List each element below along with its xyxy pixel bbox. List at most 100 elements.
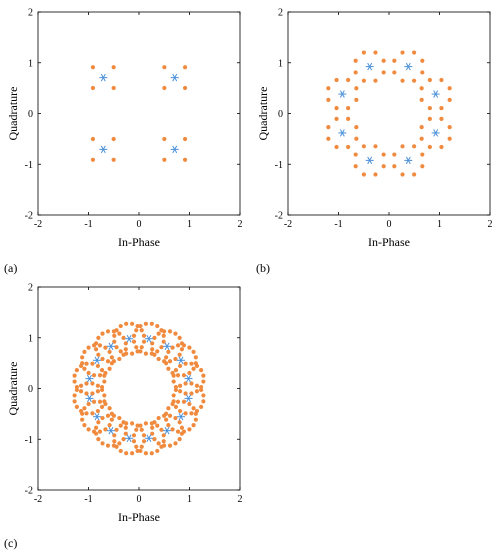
satellite-point: [400, 144, 405, 149]
center-star-point: [93, 356, 102, 365]
x-tick-label: 1: [187, 494, 192, 505]
satellite-point: [194, 383, 200, 388]
satellite-point: [427, 77, 432, 83]
satellite-point: [138, 323, 143, 329]
satellite-point: [178, 383, 183, 388]
satellite-point: [97, 429, 103, 434]
satellite-point: [150, 431, 155, 436]
satellite-point: [189, 391, 194, 396]
satellite-point: [91, 343, 97, 348]
satellite-point: [175, 373, 181, 378]
satellite-point: [86, 345, 91, 350]
center-star-point: [144, 434, 153, 442]
center-star-point: [125, 335, 134, 343]
satellite-point: [334, 116, 339, 121]
panel-a-xlabel: In-Phase: [118, 235, 160, 249]
x-tick-label: -1: [334, 219, 342, 230]
satellite-point: [183, 391, 188, 396]
satellite-point: [167, 359, 173, 364]
satellite-point: [373, 172, 378, 177]
satellite-point: [78, 383, 84, 388]
satellite-point: [86, 427, 91, 432]
satellite-point: [162, 85, 167, 91]
y-tick-label: -2: [25, 486, 33, 497]
satellite-point: [111, 157, 116, 162]
satellite-point: [134, 328, 139, 333]
satellite-point: [392, 164, 397, 169]
satellite-point: [86, 370, 91, 376]
satellite-point: [152, 420, 157, 425]
satellite-point: [90, 381, 95, 386]
y-tick-label: -1: [25, 435, 33, 446]
satellite-point: [138, 423, 143, 428]
satellite-point: [97, 373, 103, 378]
satellite-point: [326, 124, 331, 130]
x-tick-label: -2: [284, 219, 292, 230]
satellite-point: [164, 417, 169, 422]
satellite-point: [131, 439, 137, 444]
satellite-point: [191, 406, 196, 411]
satellite-point: [96, 352, 101, 357]
satellite-point: [175, 429, 181, 434]
satellite-point: [439, 77, 444, 83]
satellite-point: [90, 361, 95, 366]
satellite-point: [183, 411, 188, 416]
satellite-point: [72, 379, 77, 384]
x-tick-label: 1: [437, 219, 442, 230]
satellite-point: [161, 339, 166, 344]
satellite-point: [143, 351, 148, 356]
center-star-point: [431, 90, 440, 98]
satellite-point: [173, 384, 179, 390]
satellite-point: [361, 50, 366, 55]
center-star-point: [93, 412, 102, 421]
satellite-point: [361, 78, 366, 83]
satellite-point: [346, 77, 351, 83]
satellite-point: [191, 349, 196, 354]
satellite-point: [135, 448, 140, 454]
satellite-point: [193, 417, 198, 422]
x-tick-label: 2: [238, 219, 243, 230]
satellite-point: [427, 106, 432, 111]
satellite-point: [124, 321, 129, 326]
satellite-point: [447, 86, 452, 91]
y-tick-label: 2: [28, 8, 33, 19]
satellite-point: [93, 425, 99, 430]
satellite-point: [179, 425, 185, 430]
satellite-point: [373, 144, 378, 149]
x-tick-label: 0: [137, 494, 142, 505]
satellite-point: [201, 379, 206, 384]
satellite-point: [354, 136, 359, 141]
satellite-point: [150, 425, 155, 430]
satellite-point: [143, 321, 148, 326]
satellite-point: [111, 413, 116, 418]
satellite-point: [161, 439, 166, 444]
satellite-point: [161, 333, 166, 338]
satellite-point: [149, 451, 154, 456]
satellite-point: [103, 427, 108, 432]
satellite-point: [121, 335, 126, 340]
x-tick-label: 0: [387, 219, 392, 230]
satellite-point: [105, 413, 111, 418]
satellite-point: [123, 431, 128, 436]
satellite-point: [346, 116, 351, 121]
satellite-point: [159, 427, 164, 432]
satellite-point: [183, 381, 188, 386]
satellite-point: [117, 415, 122, 421]
panel-a-ticks: -2 -1 0 1 2 -2 -1 0 1 2: [25, 8, 243, 231]
satellite-point: [102, 393, 107, 398]
y-tick-label: 1: [278, 58, 283, 69]
center-star-point: [99, 73, 108, 82]
satellite-point: [102, 373, 107, 378]
satellite-point: [105, 443, 111, 448]
satellite-point: [95, 408, 100, 414]
satellite-point: [134, 444, 139, 449]
satellite-point: [419, 136, 424, 141]
satellite-point: [419, 86, 424, 91]
satellite-point: [90, 136, 96, 142]
satellite-point: [107, 423, 112, 428]
satellite-point: [139, 328, 144, 333]
satellite-point: [199, 404, 204, 409]
satellite-point: [121, 437, 126, 442]
y-tick-label: 0: [28, 109, 33, 120]
satellite-point: [166, 423, 171, 428]
